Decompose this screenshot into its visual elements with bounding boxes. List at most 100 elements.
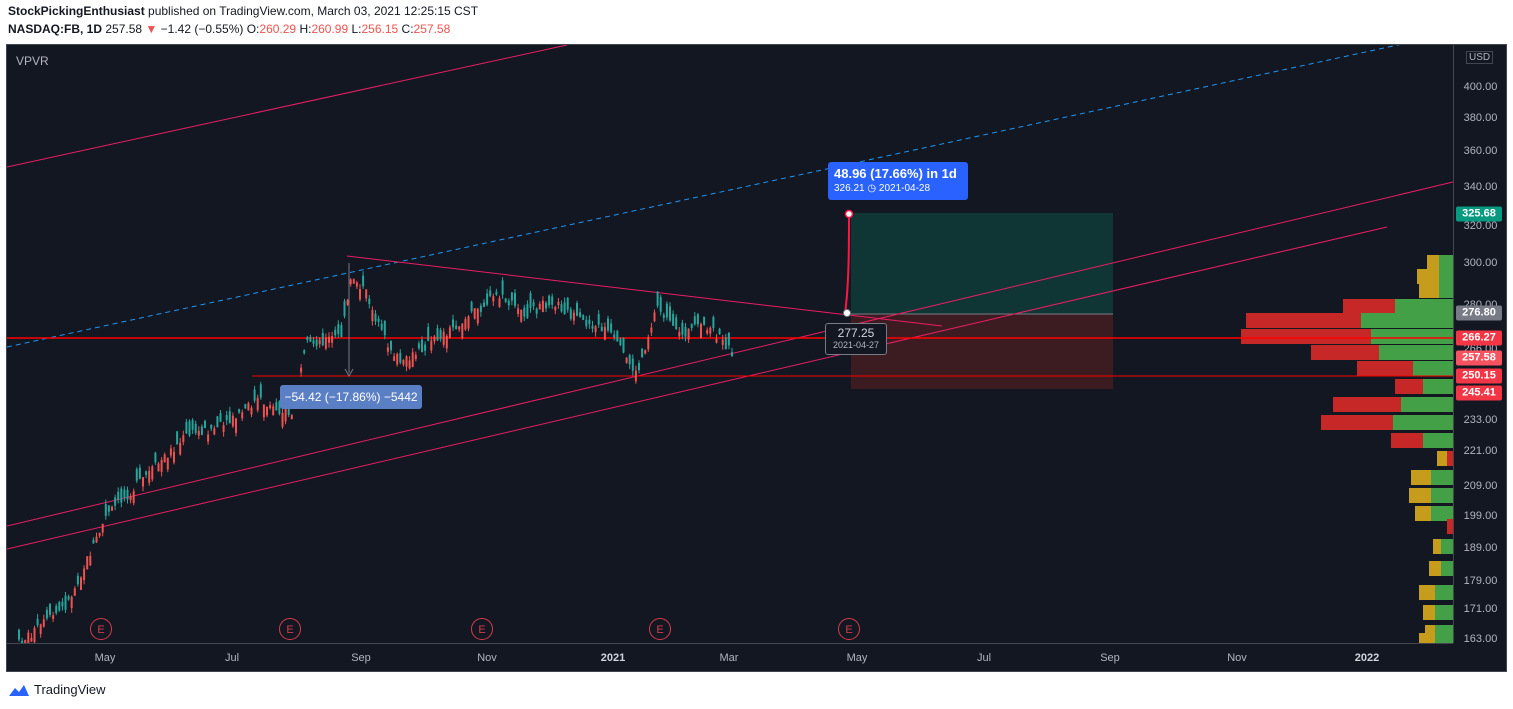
earnings-marker[interactable]: E	[279, 618, 301, 640]
candle-body	[594, 326, 597, 333]
volume-bar	[1447, 519, 1453, 534]
earnings-marker[interactable]: E	[90, 618, 112, 640]
candle-body	[439, 329, 442, 339]
candle-body	[157, 463, 160, 472]
candle-body	[331, 335, 334, 343]
candle-body	[504, 298, 507, 302]
candle-body	[101, 523, 104, 533]
candle-body	[638, 363, 640, 371]
volume-bar	[1395, 379, 1423, 394]
candle-body	[603, 327, 606, 340]
volume-bar	[1361, 313, 1453, 328]
candle-body	[455, 325, 458, 329]
candle-body	[393, 356, 396, 361]
candle-body	[662, 314, 665, 318]
candle-body	[104, 504, 107, 517]
candle-body	[523, 307, 526, 317]
y-tick: 340.00	[1463, 181, 1498, 193]
candle-body	[535, 308, 538, 314]
entry-price-label: 277.25 2021-04-27	[825, 323, 887, 355]
candle-body	[498, 298, 501, 307]
candle-body	[417, 343, 420, 349]
candle-body	[721, 339, 724, 345]
chart-frame[interactable]: VPVR 48.96 (17.66%) in 1d 326.21 ◷ 2021-…	[6, 44, 1507, 672]
candle-body	[362, 275, 365, 287]
candle-body	[207, 434, 210, 442]
candle-body	[334, 329, 337, 336]
high-value: 260.99	[311, 22, 349, 36]
candle-body	[461, 323, 464, 338]
volume-bar	[1435, 585, 1453, 600]
volume-bar	[1423, 379, 1453, 394]
candle-body	[343, 301, 346, 317]
earnings-marker[interactable]: E	[471, 618, 493, 640]
candle-body	[55, 606, 58, 614]
candle-body	[724, 337, 727, 350]
x-tick: 2022	[1354, 652, 1380, 664]
price-axis[interactable]: 400.00 380.00 360.00 340.00 320.00 300.0…	[1453, 45, 1506, 645]
candle-body	[675, 317, 678, 330]
candle-body	[222, 425, 225, 432]
y-tick: 163.00	[1463, 633, 1498, 645]
candle-body	[458, 326, 461, 330]
candle-body	[414, 354, 417, 360]
time-axis[interactable]: May Jul Sep Nov 2021 Mar May Jul Sep Nov…	[7, 643, 1453, 671]
y-tick: 209.00	[1463, 480, 1498, 492]
low-label: L:	[351, 22, 362, 36]
candle-body	[132, 491, 135, 504]
drawdown-measure-label: −54.42 (−17.86%) −5442	[280, 385, 422, 409]
candle-body	[225, 415, 228, 421]
author-name[interactable]: StockPickingEnthusiast	[8, 4, 145, 18]
candle-body	[368, 298, 371, 305]
candle-body	[235, 418, 237, 433]
candle-body	[148, 470, 151, 483]
loss-zone	[851, 314, 1113, 389]
candle-body	[290, 415, 293, 420]
candle-body	[166, 457, 169, 470]
vpvr-indicator-label[interactable]: VPVR	[16, 54, 49, 68]
symbol-label: NASDAQ:FB, 1D	[8, 22, 103, 36]
chart-plot-area[interactable]: VPVR 48.96 (17.66%) in 1d 326.21 ◷ 2021-…	[7, 45, 1453, 643]
candle-body	[709, 327, 712, 334]
candle-body	[365, 289, 368, 299]
earnings-marker[interactable]: E	[838, 618, 860, 640]
candle-body	[278, 401, 281, 414]
x-tick: 2021	[600, 652, 626, 664]
candle-body	[200, 426, 203, 435]
candle-body	[622, 337, 625, 353]
candle-body	[70, 596, 73, 609]
candle-body	[346, 300, 349, 305]
change-arrow-icon: ▼	[145, 22, 158, 36]
candle-body	[204, 420, 206, 428]
candle-body	[669, 306, 671, 321]
volume-bar	[1413, 361, 1453, 376]
price-label-target: 325.68	[1456, 206, 1502, 222]
candle-body	[433, 336, 436, 342]
candle-body	[27, 632, 30, 643]
candle-body	[569, 309, 572, 319]
candle-body	[545, 302, 547, 309]
candle-body	[591, 325, 594, 329]
candle-body	[554, 307, 557, 311]
candle-body	[374, 313, 377, 322]
currency-label[interactable]: USD	[1466, 51, 1494, 64]
candle-body	[138, 467, 141, 479]
candle-body	[179, 442, 182, 455]
candle-body	[495, 291, 498, 295]
candle-body	[117, 491, 120, 501]
volume-bar	[1419, 633, 1435, 643]
tradingview-footer[interactable]: TradingView	[8, 682, 106, 697]
candle-body	[303, 350, 306, 354]
candle-body	[219, 413, 222, 422]
candle-body	[616, 331, 619, 342]
candle-body	[541, 300, 544, 313]
target-measure-label: 48.96 (17.66%) in 1d 326.21 ◷ 2021-04-28	[828, 162, 968, 200]
earnings-marker[interactable]: E	[649, 618, 671, 640]
candle-body	[114, 497, 117, 506]
price-label-stop: 245.41	[1456, 385, 1502, 401]
price-chart[interactable]	[7, 45, 1453, 643]
profit-zone	[851, 213, 1113, 314]
candle-body	[182, 435, 185, 443]
candle-body	[176, 431, 179, 445]
candle-body	[656, 291, 659, 306]
